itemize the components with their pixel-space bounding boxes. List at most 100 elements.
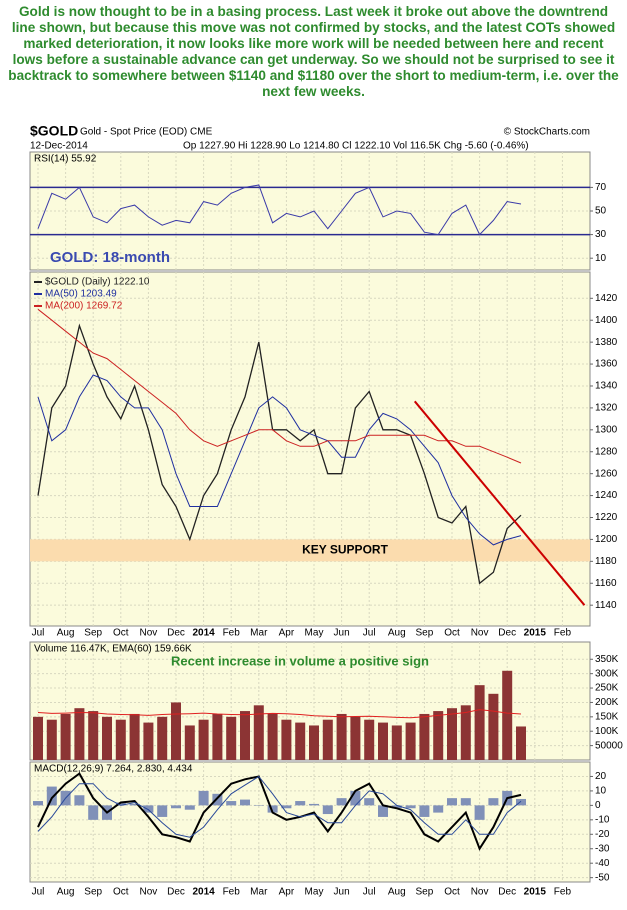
bar	[171, 702, 181, 760]
bar	[267, 805, 278, 813]
y-tick-label: 0	[595, 800, 601, 811]
bar	[281, 805, 292, 809]
bar	[115, 802, 126, 806]
plot-area	[29, 761, 591, 883]
x-tick-label: Jul	[32, 628, 45, 639]
bar	[336, 798, 347, 806]
bar	[350, 716, 361, 760]
bar	[240, 799, 250, 806]
bar	[267, 713, 278, 760]
bar	[184, 805, 195, 810]
x-tick-label: Oct	[113, 628, 129, 639]
y-tick-label: 1360	[595, 359, 618, 370]
panel-label: Volume 116.47K, EMA(60) 159.66K	[34, 644, 192, 655]
y-tick-label: 20	[595, 771, 607, 782]
bar	[129, 713, 140, 760]
x-tick-label: 2015	[524, 887, 547, 898]
y-tick-label: 50000	[595, 740, 623, 751]
x-tick-label: Dec	[167, 887, 185, 898]
y-tick-label: -20	[595, 829, 610, 840]
bar	[198, 790, 209, 806]
bar	[33, 716, 43, 760]
x-tick-label: Feb	[223, 628, 241, 639]
bar	[516, 726, 526, 760]
x-tick-label: Dec	[498, 628, 516, 639]
bar	[74, 795, 85, 806]
x-tick-label: Sep	[84, 628, 102, 639]
bar	[391, 805, 402, 809]
credit: © StockCharts.com	[504, 127, 590, 138]
x-tick-label: Aug	[388, 628, 406, 639]
x-tick-label: Sep	[416, 887, 434, 898]
x-tick-label: Aug	[57, 628, 75, 639]
x-tick-label: May	[305, 628, 324, 639]
x-tick-label: Jul	[363, 887, 376, 898]
y-tick-label: 350K	[595, 654, 619, 665]
bar	[88, 711, 99, 760]
x-tick-label: Oct	[113, 887, 129, 898]
bar	[405, 722, 416, 760]
bar	[488, 693, 499, 760]
bar	[74, 708, 85, 760]
x-tick-label: Nov	[140, 628, 158, 639]
bar	[88, 805, 99, 820]
x-tick-label: Sep	[416, 628, 434, 639]
legend-label: MA(200) 1269.72	[45, 301, 123, 312]
x-tick-label: Jun	[334, 887, 350, 898]
bar	[419, 805, 430, 817]
x-tick-label: Dec	[498, 887, 516, 898]
y-tick-label: 30	[595, 229, 607, 240]
plot-area	[29, 271, 591, 627]
bar	[405, 805, 416, 809]
panel-label: RSI(14) 55.92	[34, 154, 97, 165]
bar	[474, 685, 485, 760]
y-tick-label: 10	[595, 253, 607, 264]
series-line	[37, 775, 522, 838]
support-label: KEY SUPPORT	[302, 543, 388, 557]
bar	[378, 722, 388, 760]
y-tick-label: 1220	[595, 512, 618, 523]
bar	[364, 798, 375, 806]
bar	[309, 803, 319, 806]
x-tick-label: Dec	[167, 628, 185, 639]
y-tick-label: 1380	[595, 337, 618, 348]
x-tick-label: Nov	[471, 887, 489, 898]
bar	[516, 798, 526, 806]
x-tick-label: Feb	[554, 628, 572, 639]
x-tick-label: Oct	[444, 628, 460, 639]
bar	[253, 805, 264, 806]
bar	[419, 713, 430, 760]
bar	[198, 719, 209, 760]
bar	[433, 805, 444, 813]
y-tick-label: 100K	[595, 726, 619, 737]
bar	[157, 716, 168, 760]
bar	[350, 790, 361, 806]
y-tick-label: 70	[595, 182, 607, 193]
bar	[502, 670, 513, 760]
bar	[295, 801, 306, 806]
y-tick-label: 1340	[595, 381, 618, 392]
bar	[46, 786, 57, 806]
x-tick-label: Feb	[223, 887, 241, 898]
y-tick-label: 150K	[595, 711, 619, 722]
bar	[33, 801, 43, 806]
bar	[157, 805, 168, 817]
bar	[281, 719, 292, 760]
x-tick-label: Nov	[471, 628, 489, 639]
y-tick-label: 50	[595, 206, 607, 217]
y-tick-label: 1300	[595, 424, 618, 435]
x-tick-label: Jul	[363, 628, 376, 639]
trendline	[413, 400, 586, 606]
bar	[129, 803, 140, 806]
bar	[226, 716, 237, 760]
x-tick-label: 2015	[524, 628, 547, 639]
bar	[433, 711, 444, 760]
bar	[115, 719, 126, 760]
x-tick-label: Aug	[388, 887, 406, 898]
y-tick-label: 1420	[595, 293, 618, 304]
y-tick-label: 1160	[595, 578, 617, 589]
y-tick-label: 1280	[595, 446, 618, 457]
series-line	[37, 308, 522, 464]
y-tick-label: -50	[595, 872, 610, 883]
